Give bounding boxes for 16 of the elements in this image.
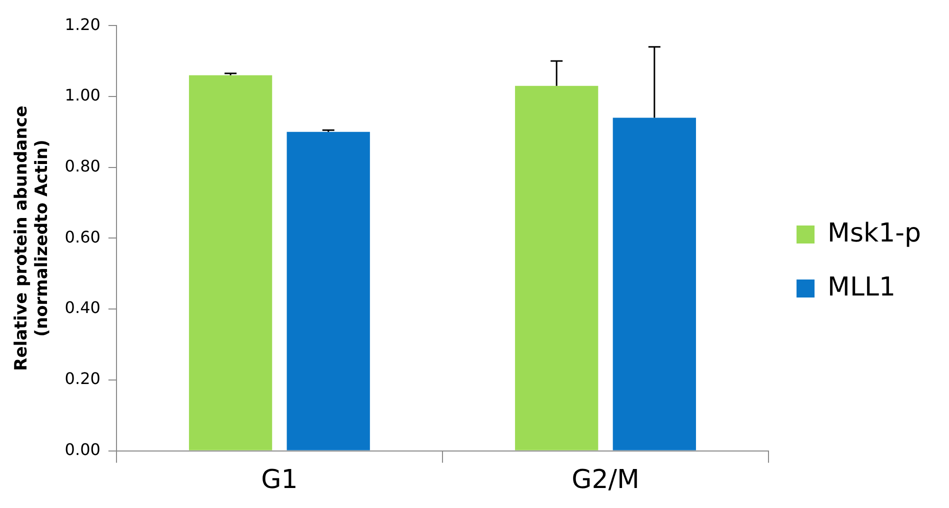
y-tick-label: 0.80 — [64, 156, 100, 176]
bar — [286, 132, 370, 450]
legend-label: MLL1 — [828, 272, 896, 302]
y-tick-label: 1.20 — [64, 14, 100, 34]
y-tick-label: 0.00 — [64, 440, 100, 459]
y-tick-label: 0.20 — [64, 369, 100, 388]
y-tick-label: 1.00 — [64, 86, 100, 105]
bar — [612, 118, 696, 450]
x-tick-label: G2/M — [572, 465, 640, 496]
y-axis-title: Relative protein abundance (normalizedto Actin) — [12, 106, 52, 371]
bar — [515, 86, 598, 450]
x-tick-label: G1 — [261, 465, 298, 496]
y-tick-label: 0.40 — [64, 298, 100, 318]
legend-label: Msk1-p — [828, 218, 922, 248]
bar — [188, 75, 272, 450]
y-tick-label: 0.60 — [64, 227, 100, 246]
